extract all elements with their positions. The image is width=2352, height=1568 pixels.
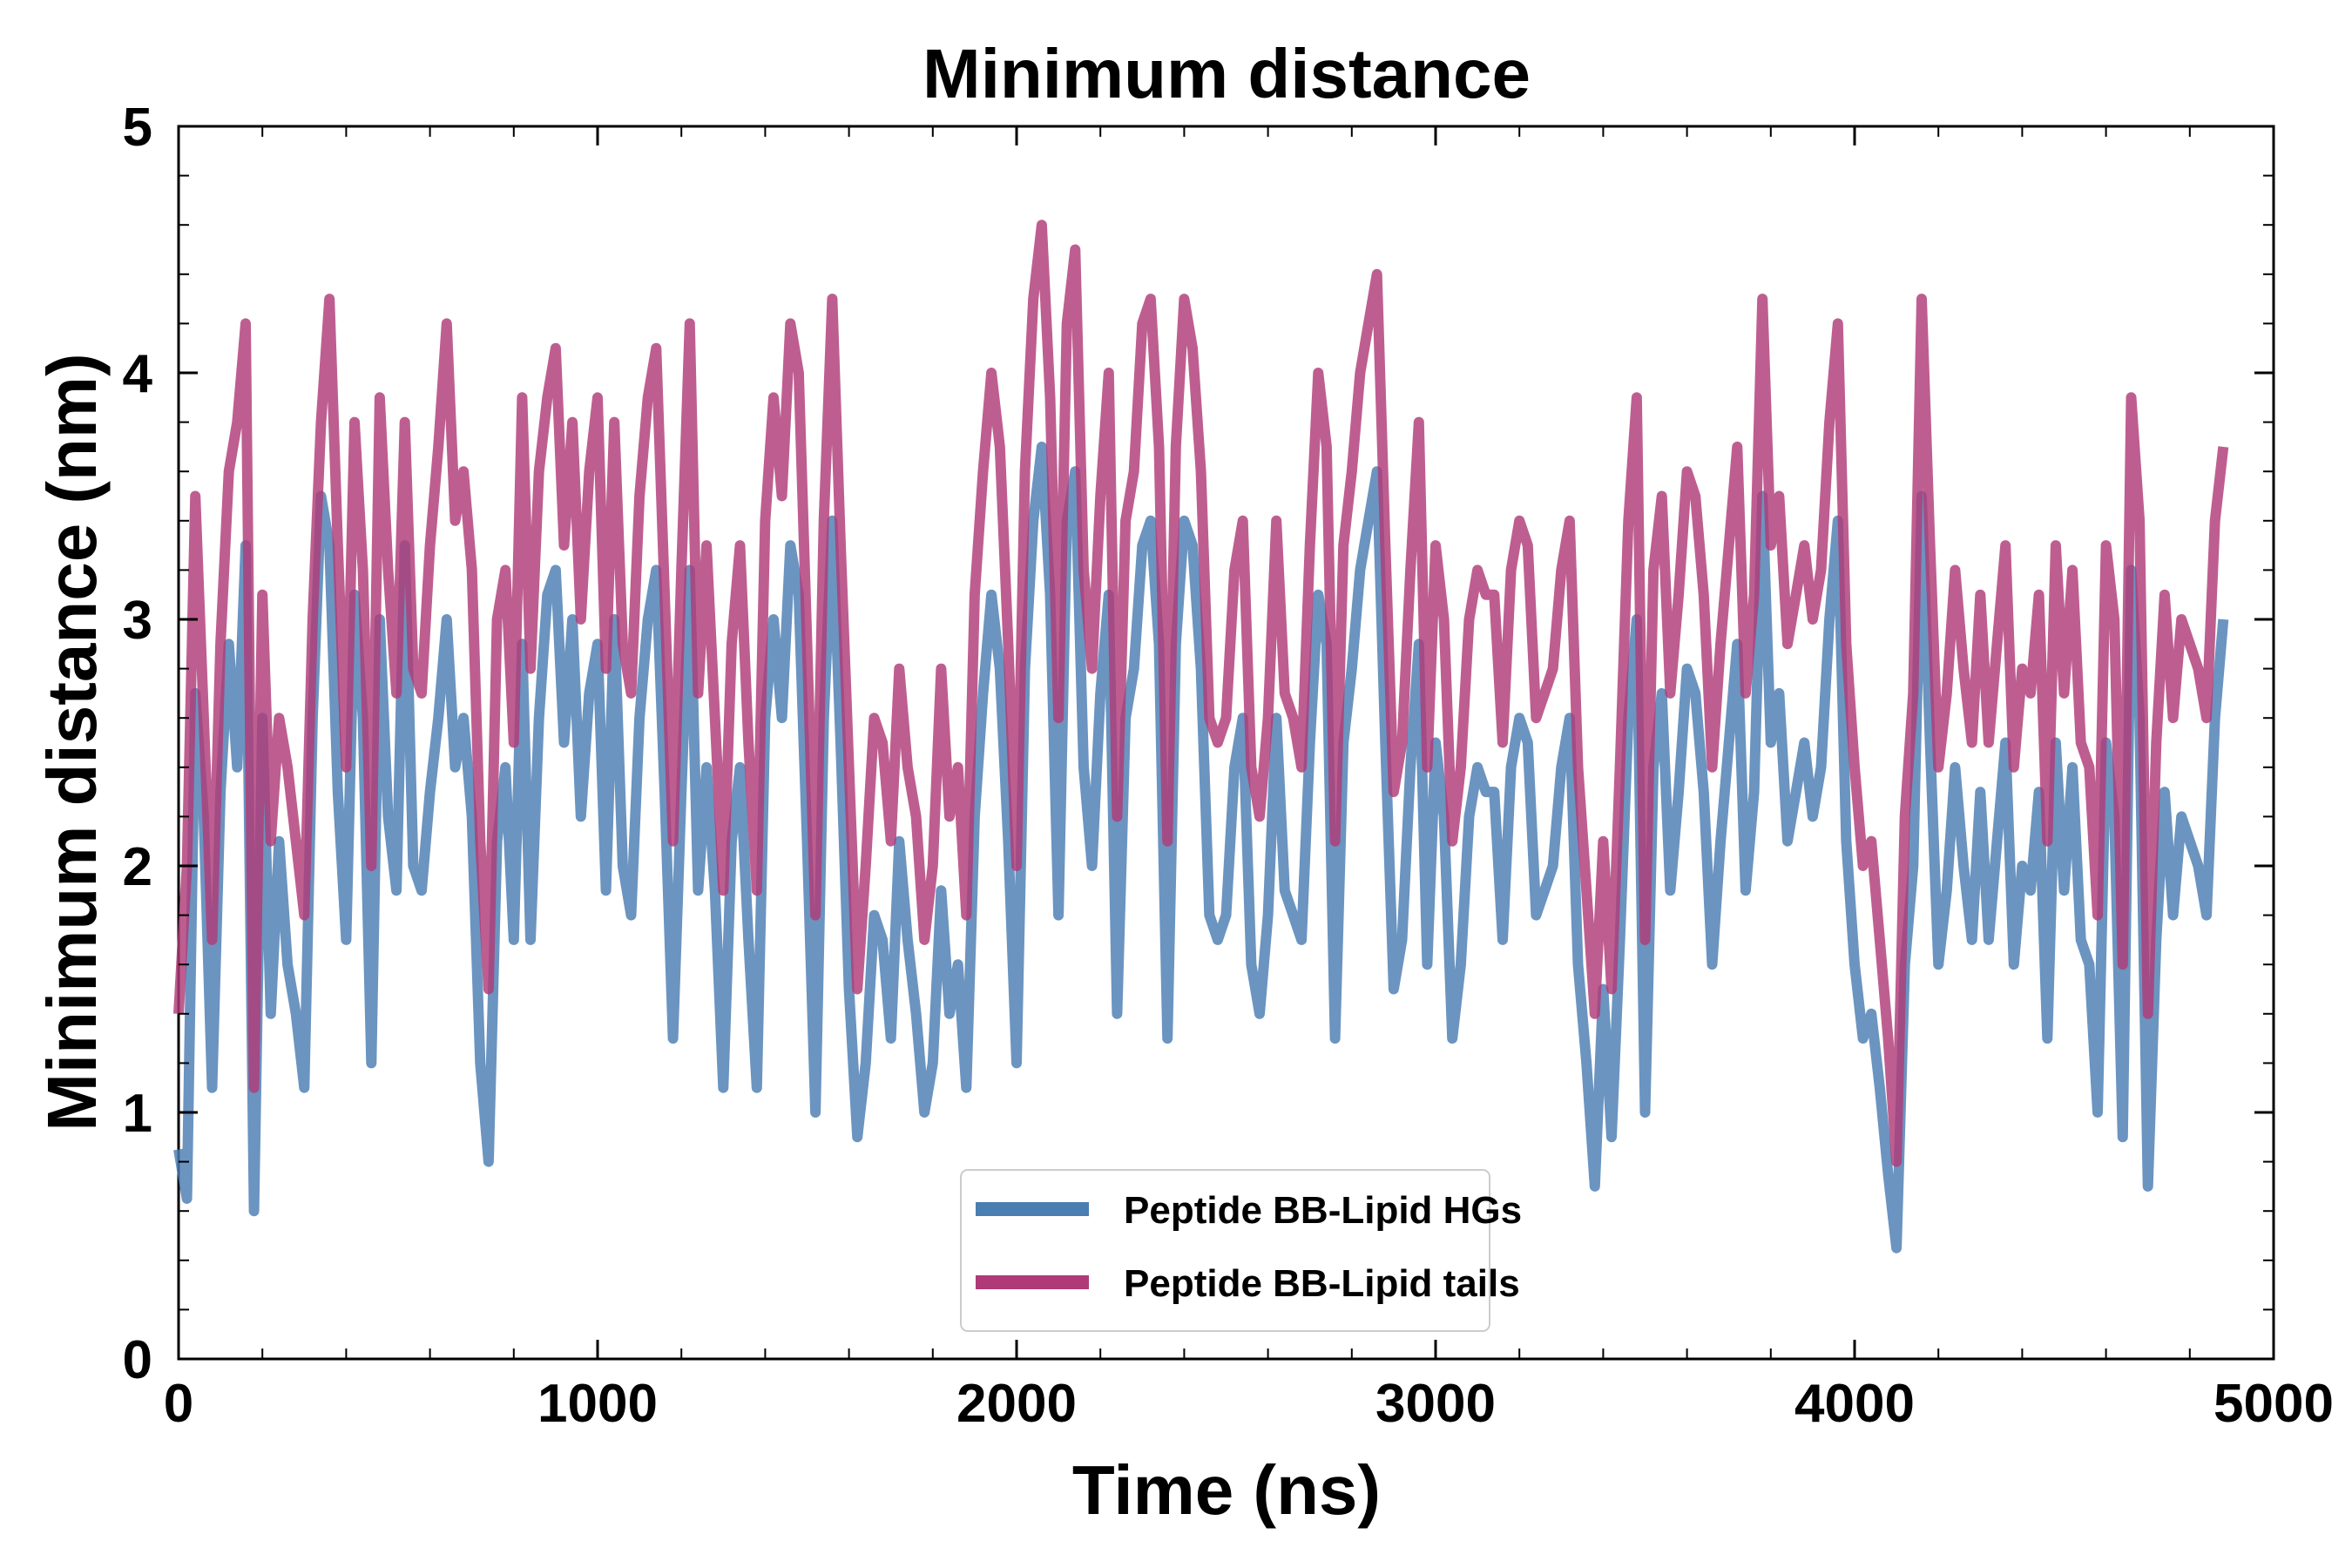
legend-box: [960, 1169, 1490, 1332]
x-tick-label: 1000: [537, 1374, 658, 1434]
plot-frame: [177, 125, 2275, 1361]
legend: Peptide BB-Lipid HGs Peptide BB-Lipid ta…: [960, 1169, 1522, 1332]
y-tick-label: 4: [123, 344, 153, 404]
x-tick-label: 3000: [1375, 1374, 1496, 1434]
y-tick-label: 5: [123, 98, 152, 158]
x-tick-label: 0: [164, 1374, 193, 1434]
plot-area: 0 1000 2000 3000 4000 5000 0 1 2 3 4 5: [123, 98, 2334, 1434]
tick-layer: 0 1000 2000 3000 4000 5000 0 1 2 3 4 5: [123, 98, 2334, 1434]
x-tick-label: 4000: [1794, 1374, 1915, 1434]
x-tick-label: 5000: [2213, 1374, 2334, 1434]
series-layer: [173, 220, 2229, 1254]
y-tick-label: 0: [123, 1330, 152, 1390]
x-axis-label: Time (ns): [1072, 1451, 1381, 1529]
chart-title: Minimum distance: [923, 35, 1531, 112]
legend-label-tails: Peptide BB-Lipid tails: [1124, 1262, 1520, 1305]
y-axis-label: Minimum distance (nm): [33, 353, 111, 1131]
y-tick-label: 1: [123, 1084, 152, 1144]
legend-label-hgs: Peptide BB-Lipid HGs: [1124, 1189, 1522, 1232]
series-line-tails: [173, 220, 2229, 1167]
y-tick-label: 2: [123, 837, 152, 897]
series-line-hgs: [173, 441, 2229, 1254]
y-tick-label: 3: [123, 591, 152, 651]
x-tick-label: 2000: [956, 1374, 1077, 1434]
